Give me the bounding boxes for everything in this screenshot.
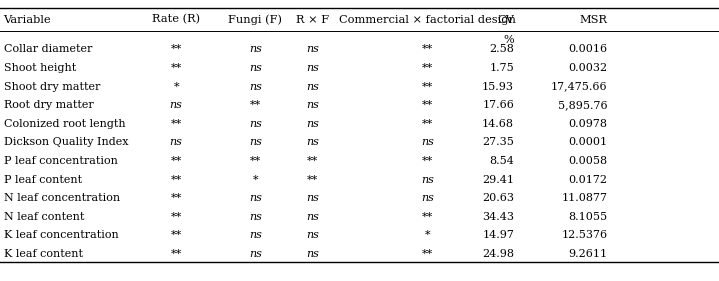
- Text: ns: ns: [249, 81, 262, 92]
- Text: Colonized root length: Colonized root length: [4, 119, 125, 129]
- Text: 9.2611: 9.2611: [569, 249, 608, 259]
- Text: 15.93: 15.93: [482, 81, 514, 92]
- Text: ns: ns: [306, 212, 319, 222]
- Text: **: **: [307, 156, 319, 166]
- Text: 0.0001: 0.0001: [569, 137, 608, 147]
- Text: ns: ns: [170, 100, 183, 110]
- Text: 5,895.76: 5,895.76: [558, 100, 608, 110]
- Text: **: **: [170, 63, 182, 73]
- Text: 0.0058: 0.0058: [569, 156, 608, 166]
- Text: **: **: [249, 156, 261, 166]
- Text: ns: ns: [249, 44, 262, 54]
- Text: Variable: Variable: [4, 15, 51, 25]
- Text: ns: ns: [306, 100, 319, 110]
- Text: **: **: [422, 212, 434, 222]
- Text: *: *: [252, 175, 258, 185]
- Text: 0.0016: 0.0016: [569, 44, 608, 54]
- Text: ns: ns: [170, 137, 183, 147]
- Text: K leaf content: K leaf content: [4, 249, 83, 259]
- Text: **: **: [170, 193, 182, 203]
- Text: **: **: [170, 230, 182, 240]
- Text: Dickson Quality Index: Dickson Quality Index: [4, 137, 128, 147]
- Text: N leaf concentration: N leaf concentration: [4, 193, 120, 203]
- Text: ns: ns: [249, 119, 262, 129]
- Text: ns: ns: [249, 212, 262, 222]
- Text: 0.0172: 0.0172: [569, 175, 608, 185]
- Text: Root dry matter: Root dry matter: [4, 100, 93, 110]
- Text: 1.75: 1.75: [490, 63, 514, 73]
- Text: 17,475.66: 17,475.66: [551, 81, 608, 92]
- Text: ns: ns: [306, 137, 319, 147]
- Text: **: **: [422, 119, 434, 129]
- Text: 12.5376: 12.5376: [562, 230, 608, 240]
- Text: 27.35: 27.35: [482, 137, 514, 147]
- Text: ns: ns: [249, 193, 262, 203]
- Text: **: **: [170, 175, 182, 185]
- Text: **: **: [422, 156, 434, 166]
- Text: **: **: [170, 44, 182, 54]
- Text: CV: CV: [498, 15, 514, 25]
- Text: 24.98: 24.98: [482, 249, 514, 259]
- Text: R × F: R × F: [296, 15, 329, 25]
- Text: ns: ns: [306, 63, 319, 73]
- Text: Collar diameter: Collar diameter: [4, 44, 92, 54]
- Text: Shoot dry matter: Shoot dry matter: [4, 81, 100, 92]
- Text: **: **: [422, 249, 434, 259]
- Text: ns: ns: [306, 230, 319, 240]
- Text: ns: ns: [249, 137, 262, 147]
- Text: 8.54: 8.54: [489, 156, 514, 166]
- Text: **: **: [249, 100, 261, 110]
- Text: Shoot height: Shoot height: [4, 63, 75, 73]
- Text: ns: ns: [306, 119, 319, 129]
- Text: 34.43: 34.43: [482, 212, 514, 222]
- Text: **: **: [422, 81, 434, 92]
- Text: 17.66: 17.66: [482, 100, 514, 110]
- Text: 0.0978: 0.0978: [569, 119, 608, 129]
- Text: ns: ns: [306, 193, 319, 203]
- Text: 11.0877: 11.0877: [562, 193, 608, 203]
- Text: **: **: [170, 119, 182, 129]
- Text: Rate (R): Rate (R): [152, 14, 200, 25]
- Text: **: **: [422, 100, 434, 110]
- Text: ns: ns: [421, 175, 434, 185]
- Text: 14.68: 14.68: [482, 119, 514, 129]
- Text: N leaf content: N leaf content: [4, 212, 84, 222]
- Text: P leaf concentration: P leaf concentration: [4, 156, 117, 166]
- Text: 29.41: 29.41: [482, 175, 514, 185]
- Text: 20.63: 20.63: [482, 193, 514, 203]
- Text: Commercial × factorial design: Commercial × factorial design: [339, 15, 516, 25]
- Text: MSR: MSR: [580, 15, 608, 25]
- Text: ns: ns: [249, 249, 262, 259]
- Text: **: **: [170, 212, 182, 222]
- Text: %: %: [503, 35, 514, 45]
- Text: Fungi (F): Fungi (F): [228, 14, 283, 25]
- Text: *: *: [173, 81, 179, 92]
- Text: **: **: [422, 63, 434, 73]
- Text: 0.0032: 0.0032: [569, 63, 608, 73]
- Text: ns: ns: [306, 249, 319, 259]
- Text: **: **: [307, 175, 319, 185]
- Text: **: **: [170, 249, 182, 259]
- Text: K leaf concentration: K leaf concentration: [4, 230, 119, 240]
- Text: *: *: [425, 230, 431, 240]
- Text: 2.58: 2.58: [489, 44, 514, 54]
- Text: **: **: [170, 156, 182, 166]
- Text: 14.97: 14.97: [482, 230, 514, 240]
- Text: **: **: [422, 44, 434, 54]
- Text: ns: ns: [306, 81, 319, 92]
- Text: ns: ns: [421, 137, 434, 147]
- Text: 8.1055: 8.1055: [569, 212, 608, 222]
- Text: ns: ns: [249, 63, 262, 73]
- Text: ns: ns: [421, 193, 434, 203]
- Text: ns: ns: [306, 44, 319, 54]
- Text: P leaf content: P leaf content: [4, 175, 82, 185]
- Text: ns: ns: [249, 230, 262, 240]
